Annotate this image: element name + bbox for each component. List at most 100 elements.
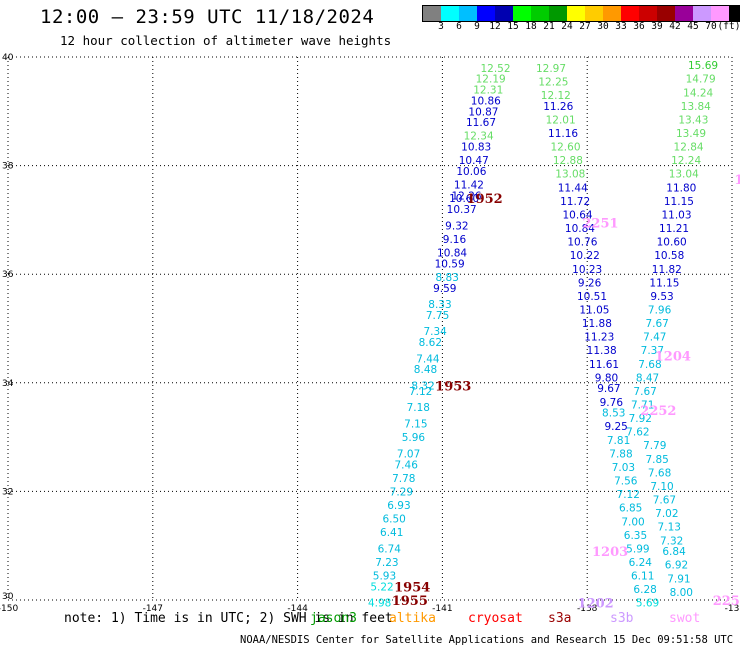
wave-height-value: 7.67: [633, 386, 656, 398]
pass-time-label: 1203: [592, 545, 628, 560]
wave-height-value: 10.22: [570, 250, 600, 262]
wave-height-value: 7.07: [397, 448, 420, 460]
wave-height-value: 10.59: [435, 258, 465, 270]
note-text: note: 1) Time is in UTC; 2) SWH is in fe…: [64, 611, 393, 626]
wave-height-value: 10.87: [468, 106, 498, 118]
axis-ticks: -150 -147 -144 -141 -138 -13 32 34 36 38 40 30: [0, 53, 739, 614]
color-scale-label: 6: [456, 21, 462, 32]
color-scale-label: 33: [615, 21, 627, 32]
wave-height-value: 11.80: [666, 182, 696, 194]
color-scale-swatch: [675, 6, 693, 21]
wave-height-value: 6.28: [633, 584, 656, 596]
pass-time-label: 1955: [392, 594, 428, 609]
wave-height-value: 9.80: [595, 372, 618, 384]
wave-height-value: 7.68: [648, 467, 671, 479]
wave-height-value: 10.23: [572, 264, 602, 276]
wave-height-value: 7.81: [607, 435, 630, 447]
pass-time-label: 1202: [578, 597, 614, 612]
wave-height-value: 10.60: [657, 237, 687, 249]
wave-height-value: 7.79: [643, 440, 666, 452]
color-scale-swatch: [495, 6, 513, 21]
pass-time-label: 2252: [640, 404, 676, 419]
pass-time-label: 1205: [734, 173, 740, 188]
wave-height-value: 10.84: [437, 247, 467, 259]
wave-height-value: 8.53: [602, 408, 625, 420]
wave-height-value: 8.48: [414, 364, 437, 376]
wave-height-value: 7.46: [395, 459, 419, 471]
color-scale-label: 70: [705, 21, 717, 32]
wave-height-value: 13.04: [669, 169, 699, 181]
x-tick-label: -141: [432, 604, 452, 614]
wave-height-value: 11.44: [558, 182, 588, 194]
note-bar: note: 1) Time is in UTC; 2) SWH is in fe…: [0, 611, 740, 631]
wave-height-value: 11.16: [548, 128, 578, 140]
wave-height-value: 6.41: [380, 527, 403, 539]
color-scale-label: 45: [687, 21, 699, 32]
color-scale-bar: [422, 5, 740, 22]
wave-height-value: 6.35: [624, 530, 647, 542]
wave-height-value: 7.67: [653, 495, 676, 507]
wave-height-value: 7.75: [426, 310, 449, 322]
color-scale-swatch: [621, 6, 639, 21]
wave-height-value: 14.24: [683, 87, 713, 99]
wave-height-value: 11.61: [589, 359, 619, 371]
color-scale-label: 21: [543, 21, 555, 32]
pass-time-label: 2251: [582, 217, 618, 232]
wave-height-value: 15.69: [688, 60, 718, 72]
wave-height-value: 12.24: [671, 155, 701, 167]
wave-height-value: 10.37: [447, 204, 477, 216]
wave-height-value: 10.83: [461, 142, 491, 154]
x-tick-label: -147: [143, 604, 163, 614]
color-scale-swatch: [711, 6, 729, 21]
chart-subtitle: 12 hour collection of altimeter wave hei…: [60, 33, 392, 48]
wave-height-value: 11.82: [652, 264, 682, 276]
wave-height-value: 5.93: [373, 571, 396, 583]
wave-height-value: 9.16: [443, 234, 467, 246]
wave-height-value: 5.96: [402, 432, 426, 444]
y-tick-label: 40: [2, 53, 14, 63]
pass-time-label: 1953: [435, 380, 471, 395]
wave-height-value: 12.88: [553, 155, 583, 167]
wave-height-value: 7.85: [645, 454, 668, 466]
grid-lines: [7, 56, 733, 601]
color-scale-swatch: [693, 6, 711, 21]
wave-height-value: 10.84: [565, 223, 595, 235]
wave-height-value: 12.01: [546, 114, 576, 126]
footer-credit: NOAA/NESDIS Center for Satellite Applica…: [240, 634, 740, 646]
wave-height-value: 12.25: [538, 76, 568, 88]
wave-height-value: 7.96: [648, 304, 672, 316]
wave-height-value: 7.10: [650, 481, 673, 493]
color-scale-swatch: [549, 6, 567, 21]
wave-height-value: 12.84: [674, 142, 704, 154]
wave-height-value: 11.15: [664, 196, 694, 208]
wave-height-value: 11.21: [659, 223, 689, 235]
pass-time-label: 1204: [655, 350, 691, 365]
wave-height-value: 7.56: [614, 476, 638, 488]
y-tick-label: 32: [2, 487, 13, 497]
wave-height-value: 6.84: [662, 546, 686, 558]
color-scale-label: 15: [507, 21, 519, 32]
wave-height-value: 7.02: [655, 508, 678, 520]
color-scale-label: 42: [669, 21, 681, 32]
color-scale-swatch: [441, 6, 459, 21]
wave-height-value: 13.49: [676, 128, 706, 140]
chart-title: 12:00 – 23:59 UTC 11/18/2024: [40, 6, 375, 28]
x-tick-label: -138: [577, 604, 598, 614]
color-scale-label: 30: [597, 21, 609, 32]
satellite-swot: swot: [669, 611, 701, 626]
wave-height-value: 11.23: [584, 332, 614, 344]
wave-height-value: 7.68: [638, 359, 661, 371]
wave-height-value: 6.93: [387, 500, 410, 512]
wave-height-value: 11.05: [579, 304, 609, 316]
color-scale-label: 27: [579, 21, 591, 32]
color-scale-label: (ft): [717, 21, 740, 32]
wave-height-value: 12.12: [541, 90, 571, 102]
wave-height-value: 7.91: [667, 573, 690, 585]
color-scale-swatch: [423, 6, 441, 21]
wave-height-value: 9.26: [578, 277, 602, 289]
wave-height-value: 12.60: [550, 142, 580, 154]
y-tick-label: 38: [2, 162, 14, 172]
